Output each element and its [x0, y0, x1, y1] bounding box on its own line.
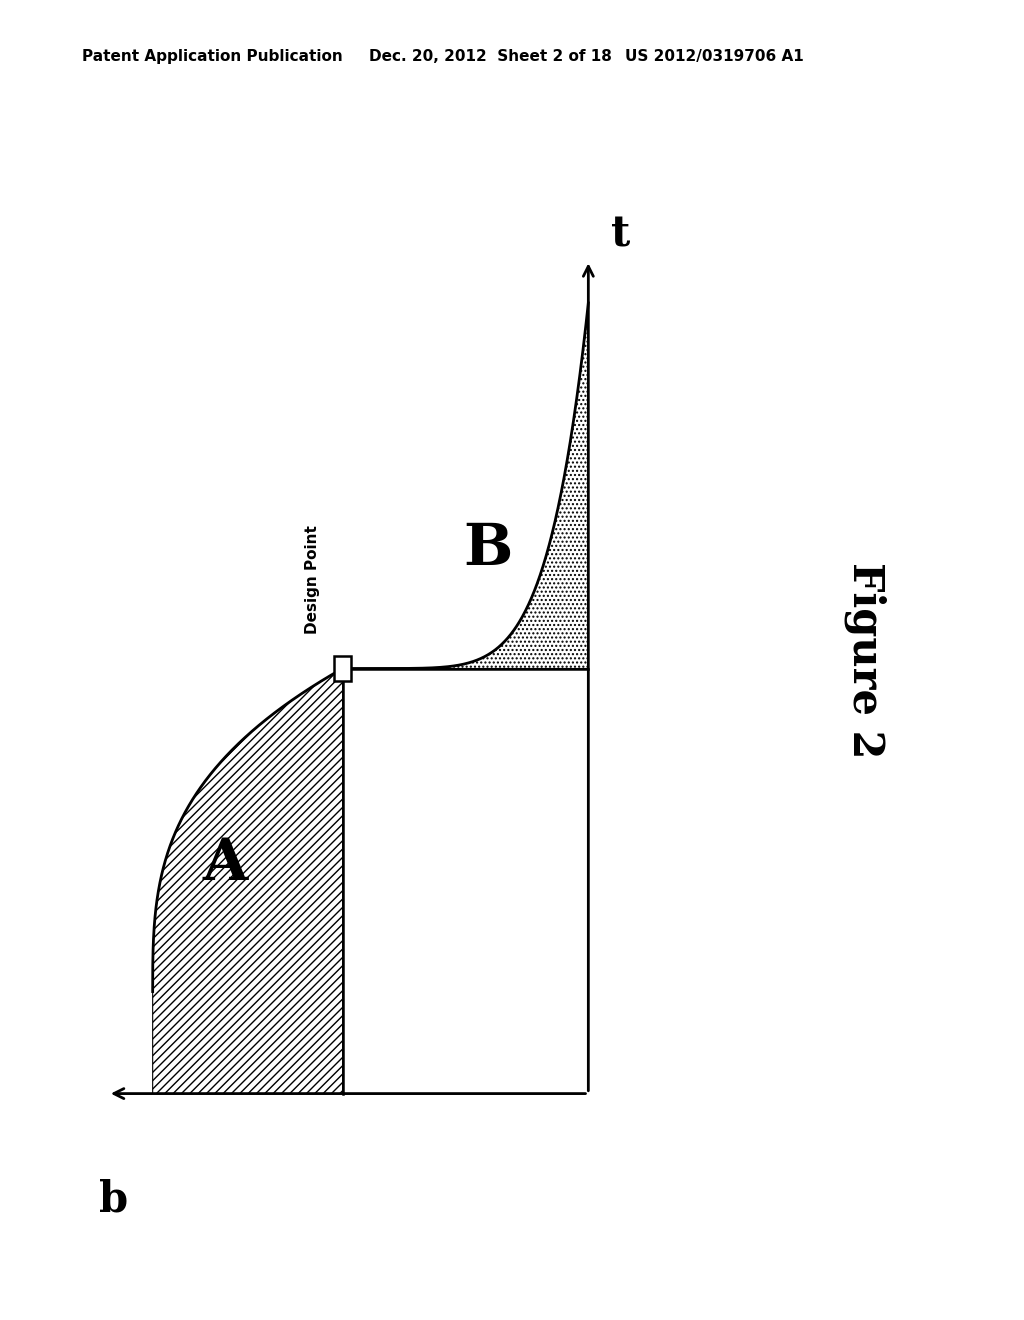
Text: A: A	[203, 836, 248, 892]
Text: B: B	[463, 521, 512, 577]
Polygon shape	[153, 668, 343, 1093]
Polygon shape	[334, 656, 351, 681]
Text: Patent Application Publication: Patent Application Publication	[82, 49, 343, 65]
Text: Design Point: Design Point	[305, 525, 321, 635]
Text: Figure 2: Figure 2	[844, 562, 887, 758]
Text: US 2012/0319706 A1: US 2012/0319706 A1	[625, 49, 804, 65]
Text: Dec. 20, 2012  Sheet 2 of 18: Dec. 20, 2012 Sheet 2 of 18	[369, 49, 611, 65]
Text: b: b	[99, 1179, 128, 1221]
Polygon shape	[343, 302, 589, 668]
Text: t: t	[610, 214, 630, 256]
